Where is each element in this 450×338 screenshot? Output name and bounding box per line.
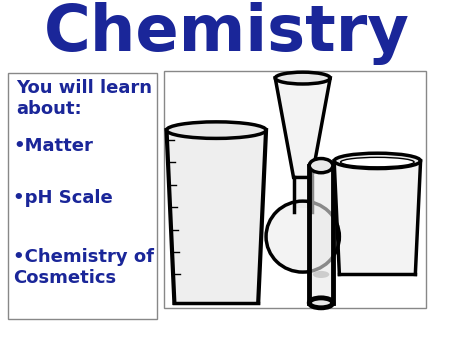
- Polygon shape: [166, 130, 266, 303]
- Ellipse shape: [309, 159, 333, 173]
- Polygon shape: [309, 166, 333, 303]
- Text: •pH Scale: •pH Scale: [14, 189, 113, 207]
- Ellipse shape: [341, 157, 414, 167]
- Polygon shape: [334, 161, 421, 274]
- Ellipse shape: [309, 298, 333, 308]
- Text: •Matter: •Matter: [14, 137, 93, 155]
- Polygon shape: [293, 177, 312, 208]
- Ellipse shape: [266, 201, 339, 272]
- Ellipse shape: [334, 153, 421, 169]
- FancyBboxPatch shape: [8, 73, 157, 319]
- Ellipse shape: [313, 271, 329, 278]
- Polygon shape: [275, 78, 330, 177]
- Text: •Chemistry of
Cosmetics: •Chemistry of Cosmetics: [14, 248, 154, 287]
- Text: Chemistry: Chemistry: [44, 2, 410, 65]
- Ellipse shape: [275, 72, 330, 84]
- Ellipse shape: [166, 122, 266, 139]
- Text: You will learn
about:: You will learn about:: [16, 79, 152, 118]
- FancyBboxPatch shape: [164, 71, 426, 308]
